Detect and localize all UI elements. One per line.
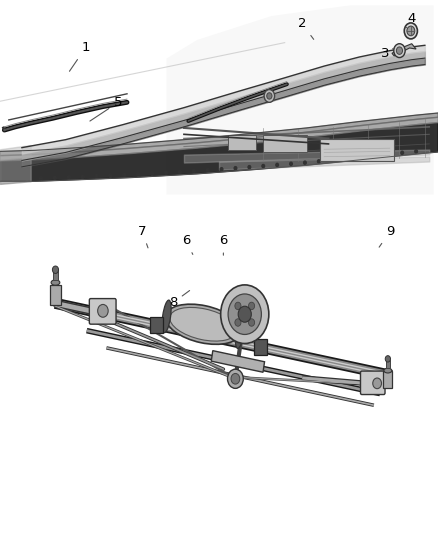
Circle shape — [95, 175, 98, 178]
Text: 7: 7 — [138, 225, 148, 248]
Circle shape — [234, 167, 237, 170]
Circle shape — [98, 304, 108, 317]
Circle shape — [248, 319, 254, 326]
Polygon shape — [392, 44, 416, 56]
Circle shape — [165, 171, 167, 174]
Circle shape — [262, 165, 265, 168]
Text: 6: 6 — [182, 235, 193, 254]
Bar — [320, 139, 394, 161]
Circle shape — [332, 158, 334, 161]
Circle shape — [318, 160, 320, 163]
Circle shape — [81, 175, 84, 179]
Bar — [53, 270, 58, 280]
Bar — [254, 339, 267, 355]
Text: 4: 4 — [406, 12, 416, 28]
Text: 6: 6 — [219, 235, 228, 255]
Text: 5: 5 — [90, 96, 123, 121]
Circle shape — [359, 156, 362, 159]
Circle shape — [235, 319, 241, 326]
Circle shape — [26, 177, 28, 180]
Circle shape — [221, 285, 269, 344]
Circle shape — [227, 369, 243, 389]
Circle shape — [39, 177, 42, 180]
Bar — [228, 135, 256, 150]
Circle shape — [206, 169, 209, 172]
Circle shape — [415, 150, 417, 153]
Bar — [384, 371, 392, 388]
Ellipse shape — [162, 300, 171, 333]
Circle shape — [373, 378, 381, 389]
Text: 2: 2 — [298, 18, 314, 39]
Ellipse shape — [235, 316, 244, 349]
Text: 3: 3 — [381, 47, 394, 60]
Polygon shape — [211, 351, 265, 372]
Circle shape — [109, 174, 112, 177]
Circle shape — [404, 23, 417, 39]
Circle shape — [53, 266, 59, 273]
Bar — [263, 135, 307, 152]
Circle shape — [373, 154, 376, 157]
Bar — [50, 285, 61, 305]
Circle shape — [123, 174, 126, 177]
Text: 1: 1 — [70, 42, 90, 71]
Bar — [386, 360, 390, 368]
Circle shape — [235, 302, 241, 310]
Circle shape — [401, 151, 403, 155]
Circle shape — [12, 177, 14, 180]
Text: 8: 8 — [169, 290, 190, 309]
Circle shape — [220, 168, 223, 171]
Circle shape — [53, 176, 56, 180]
Ellipse shape — [170, 308, 237, 341]
Circle shape — [137, 173, 140, 176]
Circle shape — [396, 47, 403, 54]
Circle shape — [345, 157, 348, 160]
FancyBboxPatch shape — [89, 298, 116, 324]
Circle shape — [264, 90, 275, 102]
Circle shape — [290, 162, 292, 165]
Circle shape — [248, 302, 254, 310]
Circle shape — [192, 169, 195, 173]
Circle shape — [385, 356, 391, 362]
Circle shape — [304, 161, 306, 164]
Circle shape — [151, 172, 153, 175]
Circle shape — [231, 374, 240, 384]
Text: 9: 9 — [379, 225, 394, 247]
Ellipse shape — [51, 280, 60, 285]
Circle shape — [387, 152, 390, 156]
Circle shape — [179, 171, 181, 174]
Polygon shape — [166, 5, 434, 195]
Circle shape — [267, 93, 272, 99]
Circle shape — [67, 176, 70, 179]
Circle shape — [276, 163, 279, 166]
Circle shape — [394, 44, 405, 58]
Bar — [150, 317, 163, 333]
Circle shape — [248, 166, 251, 169]
Ellipse shape — [166, 304, 241, 344]
FancyBboxPatch shape — [360, 371, 385, 394]
Ellipse shape — [384, 368, 392, 373]
Circle shape — [238, 306, 251, 322]
Circle shape — [407, 26, 415, 36]
Circle shape — [228, 294, 261, 335]
